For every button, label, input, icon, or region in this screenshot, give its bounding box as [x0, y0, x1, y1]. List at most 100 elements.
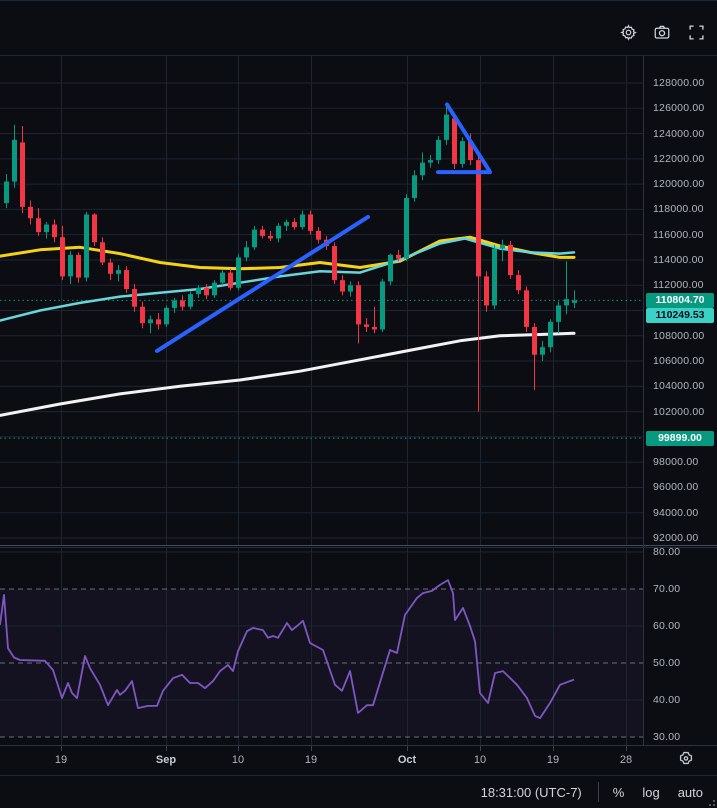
price-axis-label: 114000.00	[653, 253, 704, 266]
candle-body	[36, 218, 41, 233]
chart-bottom-toolbar: 18:31:00 (UTC-7) % log auto	[0, 775, 717, 808]
trendline-descending[interactable]	[445, 102, 491, 173]
candle-body	[188, 294, 193, 307]
chart-topbar	[0, 0, 717, 56]
time-tick	[626, 746, 627, 751]
candlestick-chart-canvas[interactable]	[0, 56, 643, 545]
candle-body	[420, 162, 425, 176]
price-axis-label: 106000.00	[653, 355, 705, 368]
candle-body	[388, 254, 393, 282]
candle-body	[260, 229, 265, 236]
rsi-axis-label: 30.00	[653, 731, 681, 743]
candle-body	[68, 254, 73, 277]
candle-body	[500, 244, 505, 249]
candle-body	[524, 290, 529, 327]
candle-body	[44, 224, 49, 233]
time-tick	[407, 746, 408, 751]
candle-body	[396, 254, 401, 259]
candle-body	[52, 224, 57, 238]
candle-body	[76, 254, 81, 278]
time-tick	[480, 746, 481, 751]
time-axis-label: 28	[619, 754, 633, 766]
candle-body	[412, 175, 417, 199]
candle-body	[132, 289, 137, 307]
pane-settings-gear-icon[interactable]	[676, 748, 698, 770]
candle-body	[300, 214, 305, 228]
candle-body	[332, 246, 337, 281]
rsi-axis-label: 60.00	[653, 620, 681, 632]
time-axis[interactable]: 19 Sep 10 19 Oct 10 19 28	[0, 745, 717, 775]
price-axis-label: 122000.00	[653, 152, 705, 165]
rsi-line[interactable]	[0, 579, 575, 720]
candle-body	[228, 272, 233, 288]
candle-body	[476, 160, 481, 277]
topbar-icon-group	[619, 23, 705, 41]
auto-scale-button[interactable]: auto	[677, 784, 703, 800]
candle-body	[404, 198, 409, 259]
clock-readout[interactable]: 18:31:00 (UTC-7)	[480, 784, 582, 800]
candle-body	[348, 285, 353, 292]
candle-body	[244, 247, 249, 258]
rsi-chart-canvas[interactable]	[0, 548, 643, 745]
rsi-axis-label: 70.00	[653, 583, 681, 595]
resize-grip[interactable]	[709, 800, 715, 806]
price-axis-label: 102000.00	[653, 405, 705, 418]
time-axis-label: 19	[54, 754, 68, 766]
time-tick	[61, 746, 62, 751]
candle-body	[508, 244, 513, 276]
candle-body	[276, 225, 281, 239]
candle-body	[20, 142, 25, 207]
candle-body	[100, 242, 105, 263]
rsi-axis-label: 80.00	[653, 546, 681, 558]
candle-body	[308, 214, 313, 231]
fullscreen-icon[interactable]	[687, 23, 705, 41]
ma-white[interactable]	[0, 331, 576, 417]
candle-body	[156, 319, 161, 325]
rsi-band	[0, 589, 643, 737]
candle-body	[4, 181, 9, 204]
price-axis-label: 112000.00	[653, 279, 704, 292]
candle-body	[148, 319, 153, 324]
candle-body	[220, 272, 225, 283]
price-axis-label: 92000.00	[653, 532, 699, 544]
candle-body	[92, 214, 97, 243]
candle-body	[468, 141, 473, 161]
candle-body	[436, 139, 441, 161]
log-scale-button[interactable]: log	[642, 784, 660, 800]
percent-scale-button[interactable]: %	[612, 784, 625, 800]
rsi-axis-label: 50.00	[653, 657, 681, 669]
candle-body	[164, 307, 169, 325]
candle-body	[172, 300, 177, 308]
price-axis[interactable]: 128000.00 126000.00 124000.00 122000.00 1200…	[643, 56, 717, 775]
candle-body	[356, 285, 361, 325]
price-axis-label: 116000.00	[653, 228, 704, 241]
time-axis-label: 19	[304, 754, 318, 766]
price-axis-label: 108000.00	[653, 329, 705, 342]
candle-body	[108, 262, 113, 274]
candle-body	[516, 275, 521, 291]
time-axis-label: 19	[546, 754, 560, 766]
price-axis-label: 104000.00	[653, 380, 705, 393]
camera-snapshot-icon[interactable]	[653, 23, 671, 41]
price-axis-label: 118000.00	[653, 203, 704, 216]
price-badge: 110249.53	[646, 307, 714, 323]
settings-gear-icon[interactable]	[619, 23, 637, 41]
trendline-ascending[interactable]	[155, 214, 370, 353]
candle-body	[540, 347, 545, 355]
pane-separator[interactable]	[0, 545, 717, 548]
candle-body	[364, 324, 369, 327]
candle-body	[236, 257, 241, 288]
price-axis-label: 120000.00	[653, 178, 705, 191]
time-tick	[166, 746, 167, 751]
main-price-pane[interactable]	[0, 56, 717, 545]
price-badge: 99899.00	[646, 430, 714, 446]
candle-body	[12, 139, 17, 182]
candle-body	[84, 214, 89, 278]
candle-body	[212, 282, 217, 296]
price-axis-label: 98000.00	[653, 456, 699, 469]
toolbar-divider	[597, 782, 599, 802]
price-badge: 110804.70	[646, 292, 714, 308]
price-axis-label: 124000.00	[653, 127, 705, 140]
candle-body	[372, 326, 377, 330]
rsi-indicator-pane[interactable]	[0, 548, 717, 745]
